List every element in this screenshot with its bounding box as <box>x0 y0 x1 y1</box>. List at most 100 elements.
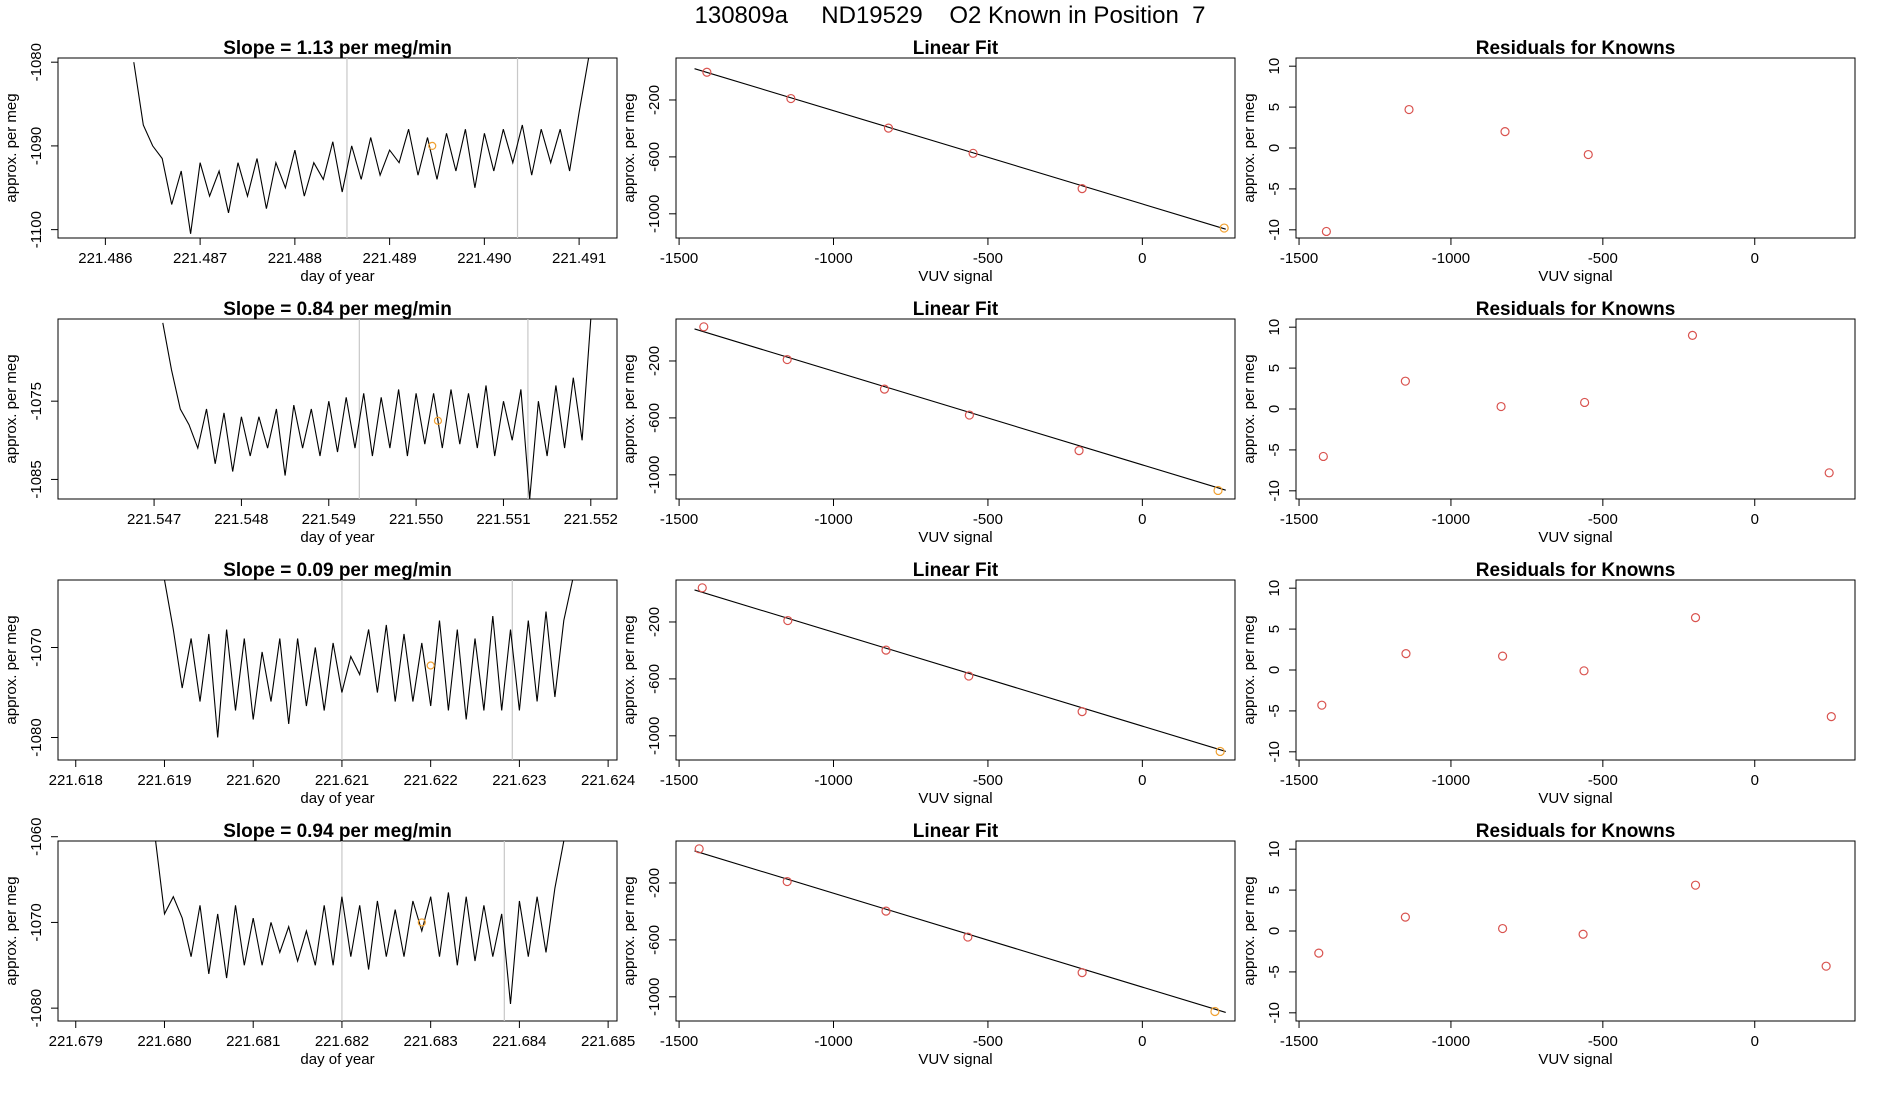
plot-frame <box>1295 840 1856 1022</box>
data-point <box>964 410 974 420</box>
data-point <box>1821 961 1831 971</box>
series-line <box>133 58 590 234</box>
x-tick-label: -1000 <box>1432 250 1470 267</box>
y-axis-label: approx. per meg <box>1241 354 1258 463</box>
highlight-point <box>428 141 437 151</box>
x-tick-label: -1500 <box>660 772 698 789</box>
y-tick-label: -200 <box>646 346 663 376</box>
y-axis-label: approx. per meg <box>1241 93 1258 202</box>
highlight-point <box>417 918 426 927</box>
series-line <box>162 319 592 499</box>
chart-title: Slope = 0.94 per meg/min <box>223 821 452 842</box>
plot-frame <box>57 579 618 761</box>
y-tick-label: -600 <box>646 664 663 694</box>
x-tick-label: 221.620 <box>226 772 280 789</box>
x-tick-label: 221.547 <box>127 511 181 528</box>
data-point <box>968 148 978 158</box>
x-tick-label: 221.486 <box>78 250 132 267</box>
fit-line <box>694 68 1226 230</box>
chart-title: Residuals for Knowns <box>1476 821 1676 842</box>
chart-panel-r3c0: Slope = 0.94 per meg/min 221.679 221.680 22… <box>3 818 635 1068</box>
x-tick-label: 221.491 <box>552 250 606 267</box>
y-tick-label: -1100 <box>28 211 45 248</box>
y-axis-label: approx. per meg <box>621 354 638 463</box>
y-tick-label: 0 <box>1266 405 1283 413</box>
plot-data <box>1314 880 1831 971</box>
x-tick-label: 221.679 <box>49 1033 103 1050</box>
y-tick-label: -1000 <box>646 717 663 755</box>
x-axis-label: day of year <box>300 1051 374 1068</box>
x-tick-label: 0 <box>1751 772 1759 789</box>
y-tick-label: -10 <box>1266 219 1283 241</box>
x-tick-label: -500 <box>1588 250 1618 267</box>
x-tick-label: 221.552 <box>564 511 618 528</box>
x-tick-label: 221.684 <box>492 1033 546 1050</box>
chart-title: Linear Fit <box>913 560 999 581</box>
plot-frame <box>675 57 1236 239</box>
chart-panel-r0c1: Linear Fit -1500 -1000 -500 0 VUV signal -200 -… <box>621 38 1236 285</box>
x-tick-label: -1500 <box>1280 511 1318 528</box>
data-point <box>1400 376 1410 386</box>
fit-line <box>694 850 1226 1013</box>
x-axis-label: VUV signal <box>918 790 992 807</box>
y-axis-label: approx. per meg <box>621 876 638 985</box>
data-point <box>1824 468 1834 478</box>
data-point <box>786 93 796 104</box>
plot-frame <box>675 318 1236 500</box>
plot-frame <box>1295 579 1856 761</box>
y-tick-label: -5 <box>1266 965 1283 978</box>
chart-title: Linear Fit <box>913 38 999 59</box>
x-axis-label: day of year <box>300 529 374 546</box>
data-point <box>879 384 890 394</box>
plot-frame <box>57 318 618 500</box>
series-line <box>155 841 565 1004</box>
data-point <box>881 906 891 916</box>
chart-panel-r0c0: Slope = 1.13 per meg/min 221.486 221.487 22… <box>3 38 618 285</box>
data-point <box>1497 923 1508 934</box>
x-tick-label: 221.624 <box>581 772 635 789</box>
x-axis-label: VUV signal <box>1538 1051 1612 1068</box>
fit-line <box>694 328 1226 491</box>
y-axis-label: approx. per meg <box>3 93 20 202</box>
x-tick-label: 221.621 <box>315 772 369 789</box>
chart-title: Slope = 1.13 per meg/min <box>223 38 452 59</box>
x-tick-label: -500 <box>973 772 1003 789</box>
y-tick-label: -600 <box>646 925 663 955</box>
y-tick-label: -1085 <box>28 460 45 498</box>
y-tick-label: -5 <box>1266 704 1283 717</box>
data-point <box>1314 948 1324 958</box>
x-tick-label: -500 <box>1588 772 1618 789</box>
x-tick-label: -500 <box>1588 1033 1618 1050</box>
data-point <box>783 615 793 626</box>
data-point <box>1580 397 1590 408</box>
data-point <box>1687 330 1698 340</box>
y-tick-label: -1080 <box>28 43 45 81</box>
x-tick-label: -500 <box>973 250 1003 267</box>
data-point <box>1497 651 1508 661</box>
x-tick-label: 221.683 <box>404 1033 458 1050</box>
y-tick-label: 5 <box>1266 886 1283 894</box>
y-tick-label: -200 <box>646 868 663 898</box>
x-tick-label: -1000 <box>814 250 852 267</box>
data-point <box>1318 451 1328 462</box>
x-tick-label: -1500 <box>1280 250 1318 267</box>
chart-title: Slope = 0.09 per meg/min <box>223 560 452 581</box>
data-point <box>1500 127 1510 137</box>
x-axis-label: day of year <box>300 790 374 807</box>
data-point <box>1404 104 1414 115</box>
y-tick-label: -1060 <box>28 818 45 856</box>
data-point <box>1210 1006 1220 1017</box>
y-axis-label: approx. per meg <box>3 876 20 985</box>
plot-frame <box>675 579 1236 761</box>
chart-panel-r0c2: Residuals for Knowns -1500 -1000 -500 0 VUV s… <box>1241 38 1856 285</box>
x-tick-label: 221.622 <box>404 772 458 789</box>
data-point <box>1578 929 1588 939</box>
x-tick-label: 221.680 <box>137 1033 191 1050</box>
plot-frame <box>57 57 618 239</box>
y-tick-label: -10 <box>1266 480 1283 502</box>
chart-panel-r2c1: Linear Fit -1500 -1000 -500 0 VUV signal -200 -… <box>621 560 1236 807</box>
x-tick-label: 221.681 <box>226 1033 280 1050</box>
y-tick-label: 0 <box>1266 666 1283 674</box>
x-axis-label: VUV signal <box>1538 529 1612 546</box>
y-tick-label: 10 <box>1266 841 1283 858</box>
